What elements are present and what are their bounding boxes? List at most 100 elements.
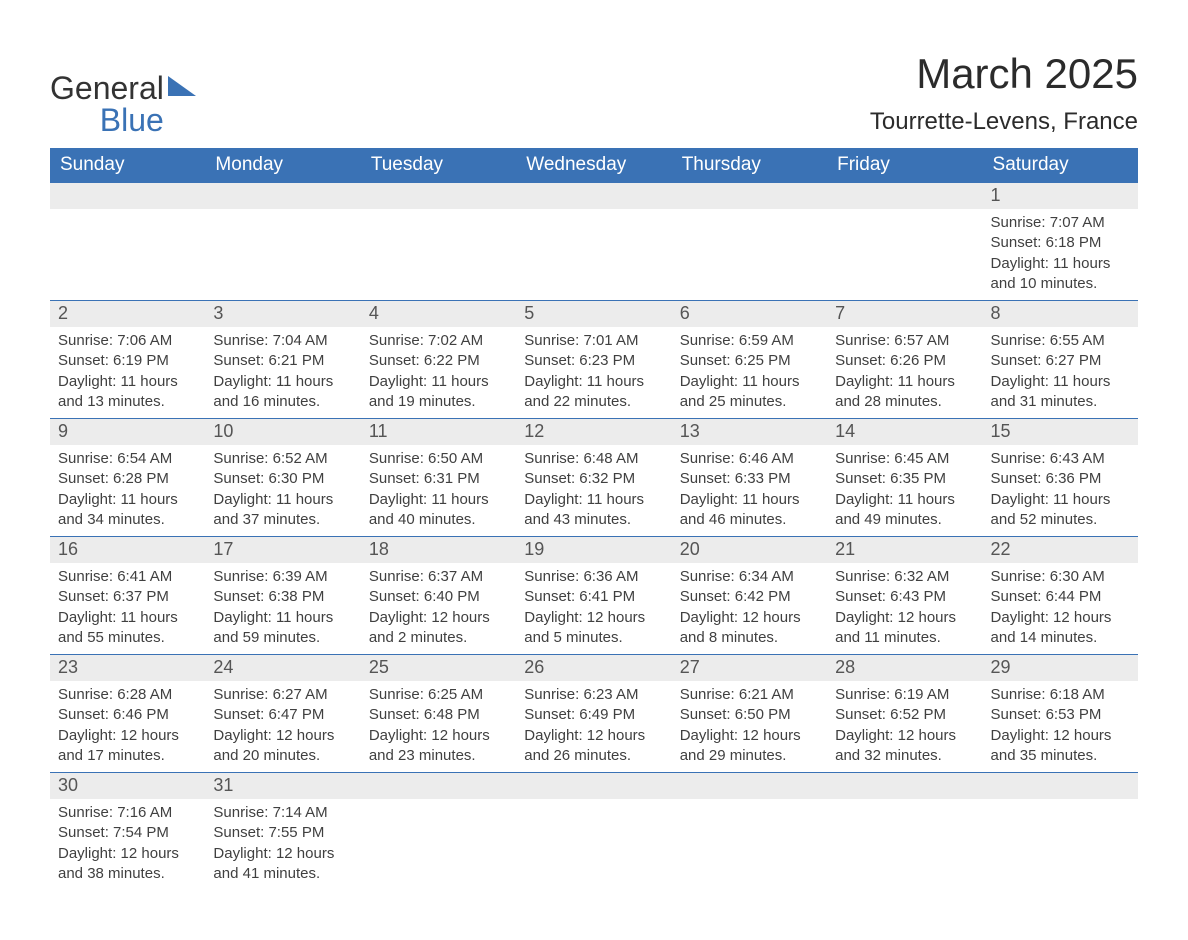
day-number: 1 <box>983 183 1138 209</box>
day-body <box>50 209 205 285</box>
day-number: 22 <box>983 537 1138 563</box>
day-body: Sunrise: 6:57 AMSunset: 6:26 PMDaylight:… <box>827 327 982 418</box>
day-body <box>672 799 827 875</box>
daylight-text: Daylight: 11 hours and 46 minutes. <box>680 490 819 531</box>
calendar-cell <box>50 183 205 301</box>
day-number <box>205 183 360 209</box>
sunrise-text: Sunrise: 6:50 AM <box>369 449 508 469</box>
calendar-cell: 16Sunrise: 6:41 AMSunset: 6:37 PMDayligh… <box>50 537 205 655</box>
day-body: Sunrise: 6:59 AMSunset: 6:25 PMDaylight:… <box>672 327 827 418</box>
sunrise-text: Sunrise: 6:36 AM <box>524 567 663 587</box>
dayhead-thursday: Thursday <box>672 148 827 183</box>
calendar-cell <box>516 183 671 301</box>
calendar-cell <box>205 183 360 301</box>
dayhead-sunday: Sunday <box>50 148 205 183</box>
day-number: 26 <box>516 655 671 681</box>
day-body: Sunrise: 6:23 AMSunset: 6:49 PMDaylight:… <box>516 681 671 772</box>
calendar-cell: 12Sunrise: 6:48 AMSunset: 6:32 PMDayligh… <box>516 419 671 537</box>
calendar-cell: 22Sunrise: 6:30 AMSunset: 6:44 PMDayligh… <box>983 537 1138 655</box>
day-number <box>516 183 671 209</box>
day-number: 10 <box>205 419 360 445</box>
calendar-cell: 25Sunrise: 6:25 AMSunset: 6:48 PMDayligh… <box>361 655 516 773</box>
sunset-text: Sunset: 6:23 PM <box>524 351 663 371</box>
day-number: 24 <box>205 655 360 681</box>
sunrise-text: Sunrise: 6:46 AM <box>680 449 819 469</box>
calendar-week-row: 16Sunrise: 6:41 AMSunset: 6:37 PMDayligh… <box>50 537 1138 655</box>
day-body: Sunrise: 6:25 AMSunset: 6:48 PMDaylight:… <box>361 681 516 772</box>
calendar-cell: 29Sunrise: 6:18 AMSunset: 6:53 PMDayligh… <box>983 655 1138 773</box>
sunrise-text: Sunrise: 6:28 AM <box>58 685 197 705</box>
day-body: Sunrise: 6:50 AMSunset: 6:31 PMDaylight:… <box>361 445 516 536</box>
sunset-text: Sunset: 6:32 PM <box>524 469 663 489</box>
day-body: Sunrise: 6:21 AMSunset: 6:50 PMDaylight:… <box>672 681 827 772</box>
logo-word-2: Blue <box>50 104 164 136</box>
calendar-cell: 30Sunrise: 7:16 AMSunset: 7:54 PMDayligh… <box>50 773 205 891</box>
daylight-text: Daylight: 11 hours and 28 minutes. <box>835 372 974 413</box>
sunset-text: Sunset: 6:25 PM <box>680 351 819 371</box>
logo-word-1: General <box>50 70 164 106</box>
day-body <box>827 799 982 875</box>
day-body <box>516 799 671 875</box>
daylight-text: Daylight: 12 hours and 11 minutes. <box>835 608 974 649</box>
calendar-cell: 19Sunrise: 6:36 AMSunset: 6:41 PMDayligh… <box>516 537 671 655</box>
calendar-cell: 21Sunrise: 6:32 AMSunset: 6:43 PMDayligh… <box>827 537 982 655</box>
calendar-cell: 26Sunrise: 6:23 AMSunset: 6:49 PMDayligh… <box>516 655 671 773</box>
sunset-text: Sunset: 6:46 PM <box>58 705 197 725</box>
dayhead-monday: Monday <box>205 148 360 183</box>
sunrise-text: Sunrise: 6:57 AM <box>835 331 974 351</box>
day-body: Sunrise: 6:52 AMSunset: 6:30 PMDaylight:… <box>205 445 360 536</box>
daylight-text: Daylight: 11 hours and 19 minutes. <box>369 372 508 413</box>
sunrise-text: Sunrise: 6:43 AM <box>991 449 1130 469</box>
calendar-page: General Blue March 2025 Tourrette-Levens… <box>50 50 1138 890</box>
logo: General Blue <box>50 72 196 136</box>
calendar-cell: 5Sunrise: 7:01 AMSunset: 6:23 PMDaylight… <box>516 301 671 419</box>
day-number: 7 <box>827 301 982 327</box>
calendar-header-row: Sunday Monday Tuesday Wednesday Thursday… <box>50 148 1138 183</box>
day-body: Sunrise: 7:16 AMSunset: 7:54 PMDaylight:… <box>50 799 205 890</box>
sunrise-text: Sunrise: 7:04 AM <box>213 331 352 351</box>
calendar-cell <box>361 773 516 891</box>
sunrise-text: Sunrise: 6:52 AM <box>213 449 352 469</box>
day-number <box>516 773 671 799</box>
day-number <box>672 773 827 799</box>
sunrise-text: Sunrise: 6:18 AM <box>991 685 1130 705</box>
daylight-text: Daylight: 12 hours and 8 minutes. <box>680 608 819 649</box>
sunrise-text: Sunrise: 6:41 AM <box>58 567 197 587</box>
daylight-text: Daylight: 11 hours and 40 minutes. <box>369 490 508 531</box>
sunset-text: Sunset: 6:30 PM <box>213 469 352 489</box>
sunrise-text: Sunrise: 6:34 AM <box>680 567 819 587</box>
sunset-text: Sunset: 6:35 PM <box>835 469 974 489</box>
calendar-cell <box>516 773 671 891</box>
day-body <box>205 209 360 285</box>
day-number: 30 <box>50 773 205 799</box>
day-body: Sunrise: 6:39 AMSunset: 6:38 PMDaylight:… <box>205 563 360 654</box>
day-body <box>827 209 982 285</box>
day-number: 18 <box>361 537 516 563</box>
daylight-text: Daylight: 12 hours and 32 minutes. <box>835 726 974 767</box>
day-body: Sunrise: 6:30 AMSunset: 6:44 PMDaylight:… <box>983 563 1138 654</box>
daylight-text: Daylight: 12 hours and 17 minutes. <box>58 726 197 767</box>
daylight-text: Daylight: 12 hours and 14 minutes. <box>991 608 1130 649</box>
dayhead-wednesday: Wednesday <box>516 148 671 183</box>
day-body: Sunrise: 6:27 AMSunset: 6:47 PMDaylight:… <box>205 681 360 772</box>
sunrise-text: Sunrise: 6:48 AM <box>524 449 663 469</box>
day-number: 3 <box>205 301 360 327</box>
sunset-text: Sunset: 6:26 PM <box>835 351 974 371</box>
day-number <box>983 773 1138 799</box>
calendar-cell <box>827 183 982 301</box>
sunset-text: Sunset: 6:47 PM <box>213 705 352 725</box>
daylight-text: Daylight: 12 hours and 26 minutes. <box>524 726 663 767</box>
sunset-text: Sunset: 6:43 PM <box>835 587 974 607</box>
sunset-text: Sunset: 6:37 PM <box>58 587 197 607</box>
day-body: Sunrise: 7:07 AMSunset: 6:18 PMDaylight:… <box>983 209 1138 300</box>
calendar-cell: 20Sunrise: 6:34 AMSunset: 6:42 PMDayligh… <box>672 537 827 655</box>
calendar-cell: 24Sunrise: 6:27 AMSunset: 6:47 PMDayligh… <box>205 655 360 773</box>
day-body: Sunrise: 6:34 AMSunset: 6:42 PMDaylight:… <box>672 563 827 654</box>
sunset-text: Sunset: 6:48 PM <box>369 705 508 725</box>
calendar-week-row: 2Sunrise: 7:06 AMSunset: 6:19 PMDaylight… <box>50 301 1138 419</box>
day-body: Sunrise: 7:01 AMSunset: 6:23 PMDaylight:… <box>516 327 671 418</box>
daylight-text: Daylight: 11 hours and 25 minutes. <box>680 372 819 413</box>
day-number <box>50 183 205 209</box>
calendar-cell <box>827 773 982 891</box>
day-number: 11 <box>361 419 516 445</box>
